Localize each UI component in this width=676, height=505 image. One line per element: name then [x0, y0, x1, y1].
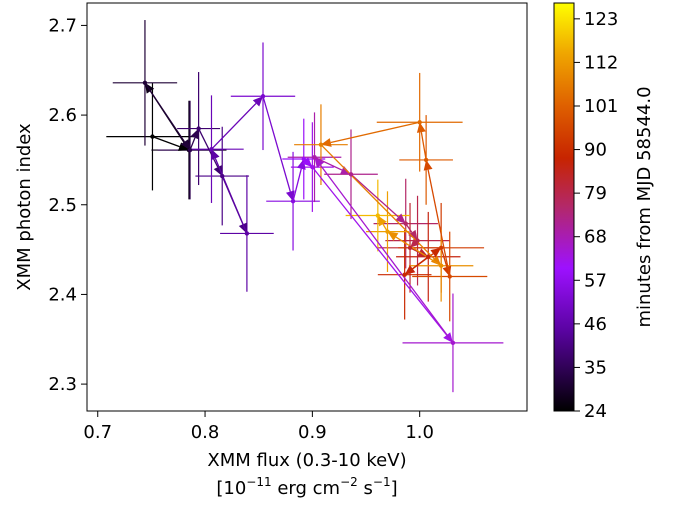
data-point: [348, 172, 354, 177]
data-point: [244, 231, 250, 236]
data-point: [209, 146, 214, 152]
trajectory-arrow: [152, 135, 180, 148]
colorbar-tick-label: 79: [584, 183, 607, 204]
arrow-head: [395, 213, 406, 224]
arrow-head: [213, 165, 223, 177]
trajectory-arrow: [144, 82, 185, 143]
y-tick-label: 2.7: [48, 15, 77, 36]
data-point: [220, 173, 225, 179]
data-point: [290, 198, 296, 204]
arrow-head: [410, 237, 421, 248]
colorbar: [553, 2, 575, 412]
data-point: [196, 126, 201, 131]
colorbar-tick-label: 46: [584, 314, 607, 335]
data-point: [187, 147, 193, 153]
arrow-head: [417, 248, 429, 257]
data-point: [438, 245, 444, 250]
trajectory-arrow: [330, 121, 420, 144]
data-point: [415, 238, 420, 243]
data-point: [450, 340, 456, 346]
arrow-head: [423, 159, 433, 171]
trajectory-arrow: [314, 156, 343, 171]
y-axis-ticks: 2.3 2.4 2.5 2.6 2.7: [48, 15, 87, 395]
colorbar-tick-label: 24: [584, 401, 607, 422]
colorbar-tick-label: 68: [584, 227, 607, 248]
arrow-head: [387, 231, 399, 241]
colorbar-tick-label: 101: [584, 96, 618, 117]
arrow-head: [320, 138, 332, 147]
data-point: [403, 221, 408, 226]
trajectory-arrow: [262, 96, 291, 192]
y-axis-label: XMM photon index: [14, 123, 35, 291]
colorbar-label: minutes from MJD 58544.0: [634, 86, 655, 327]
colorbar-tick-label: 35: [584, 357, 607, 378]
colorbar-tick-label: 90: [584, 140, 607, 161]
data-point: [142, 80, 148, 86]
trajectory-arrow: [420, 132, 427, 161]
plot-frame: [86, 2, 528, 412]
y-tick-label: 2.3: [48, 374, 77, 395]
arrow-head: [190, 128, 200, 140]
x-tick-label: 0.7: [83, 422, 112, 443]
arrow-head: [408, 229, 418, 241]
data-point: [318, 142, 324, 147]
colorbar-tick-label: 57: [584, 270, 607, 291]
data-point: [312, 155, 317, 160]
x-tick-label: 0.9: [298, 422, 327, 443]
data-point: [375, 213, 381, 218]
trajectory-arrow: [395, 236, 442, 267]
trajectory-arrow: [440, 247, 448, 268]
x-tick-label: 0.8: [191, 422, 220, 443]
x-axis-ticks: 0.7 0.8 0.9 1.0: [83, 411, 434, 443]
arrow-head: [430, 255, 442, 266]
data-point: [260, 94, 266, 99]
arrow-head: [238, 222, 248, 234]
arrow-head: [296, 159, 306, 170]
arrow-head: [301, 156, 313, 168]
colorbar-tick-label: 112: [584, 52, 618, 73]
y-tick-label: 2.5: [48, 195, 77, 216]
trajectory-arrow: [427, 169, 451, 277]
x-axis-label-line1: XMM flux (0.3-10 keV): [207, 450, 406, 471]
colorbar-tick-label: 123: [584, 9, 618, 30]
trajectory-arrow: [320, 144, 435, 260]
trajectory-arrow: [211, 102, 257, 150]
data-point: [407, 245, 413, 250]
colorbar-ticks: 24 35 46 57 68 79 90 101 112 123: [574, 9, 618, 422]
data-point: [310, 164, 315, 170]
trajectory-arrow: [214, 158, 248, 234]
data-point: [150, 134, 155, 139]
arrow-head: [285, 190, 295, 202]
arrow-head: [430, 247, 442, 258]
arrow-head: [416, 122, 426, 133]
data-point: [438, 263, 444, 268]
plot-marks: [106, 20, 504, 393]
trajectory-arrow: [198, 128, 219, 168]
trajectory-arrow: [350, 173, 399, 218]
data-point: [385, 229, 390, 234]
arrow-head: [314, 157, 325, 168]
data-point: [417, 120, 422, 125]
data-point: [447, 274, 452, 279]
data-point: [426, 254, 431, 259]
y-tick-label: 2.4: [48, 284, 77, 305]
y-tick-label: 2.6: [48, 105, 77, 126]
arrow-head: [180, 139, 191, 151]
x-tick-label: 1.0: [405, 422, 434, 443]
trajectory-arrow: [319, 164, 454, 344]
data-point: [423, 157, 429, 163]
arrow-head: [377, 215, 387, 227]
trajectory-arrow: [292, 168, 302, 202]
arrow-head: [178, 142, 189, 151]
data-point: [402, 272, 407, 277]
arrow-head: [211, 149, 220, 161]
data-point: [301, 156, 306, 162]
arrow-head: [252, 96, 263, 107]
x-axis-label-line2: [10−11 erg cm−2 s−1]: [216, 475, 397, 499]
trajectory-arrow: [311, 166, 448, 336]
